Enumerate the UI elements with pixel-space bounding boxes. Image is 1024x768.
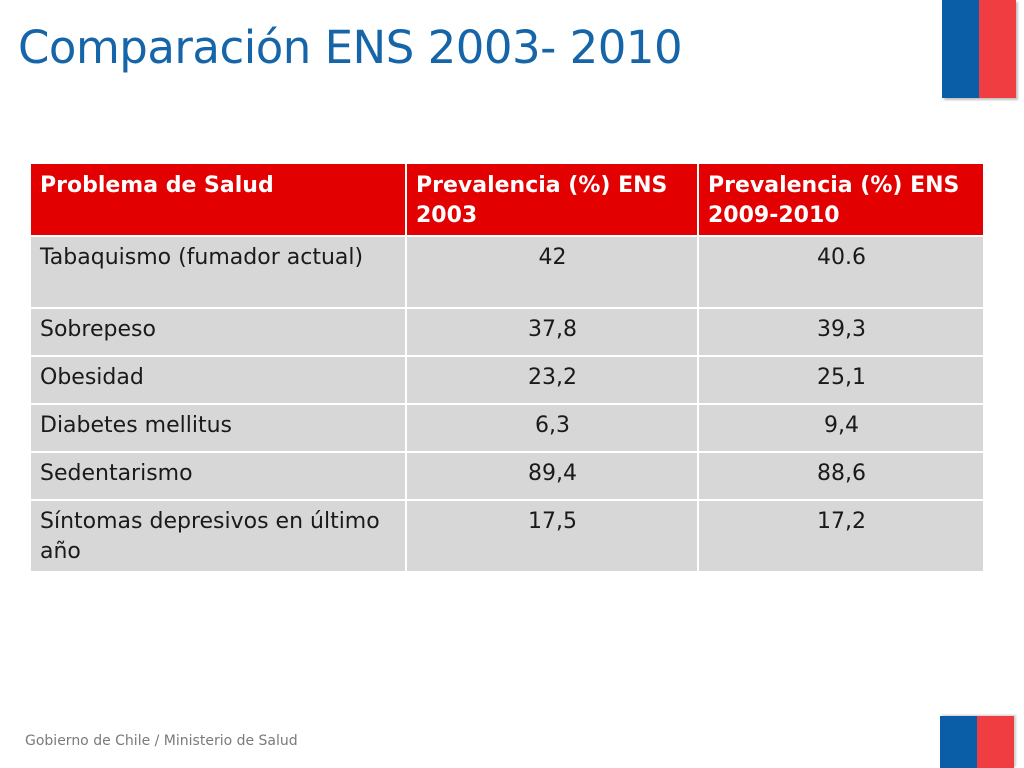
cell-problem: Tabaquismo (fumador actual): [29, 235, 407, 309]
flag-stripe-blue: [942, 0, 979, 98]
slide-footer: Gobierno de Chile / Ministerio de Salud: [25, 733, 298, 749]
cell-ens-2009-2010: 88,6: [697, 451, 985, 501]
flag-stripe-red: [977, 716, 1014, 768]
flag-logo-top: [942, 0, 1016, 98]
table-row: Sedentarismo 89,4 88,6: [29, 451, 985, 501]
slide-title: Comparación ENS 2003- 2010: [18, 21, 683, 74]
cell-ens-2003: 37,8: [405, 307, 699, 357]
cell-problem: Sobrepeso: [29, 307, 407, 357]
table-row: Síntomas depresivos en último año 17,5 1…: [29, 499, 985, 573]
cell-problem: Diabetes mellitus: [29, 403, 407, 453]
cell-ens-2009-2010: 39,3: [697, 307, 985, 357]
cell-ens-2003: 89,4: [405, 451, 699, 501]
cell-ens-2009-2010: 25,1: [697, 355, 985, 405]
cell-problem: Obesidad: [29, 355, 407, 405]
header-ens-2003: Prevalencia (%) ENS 2003: [405, 162, 699, 237]
cell-ens-2003: 17,5: [405, 499, 699, 573]
flag-stripe-blue: [940, 716, 977, 768]
cell-problem: Síntomas depresivos en último año: [29, 499, 407, 573]
cell-ens-2009-2010: 9,4: [697, 403, 985, 453]
cell-ens-2003: 6,3: [405, 403, 699, 453]
table-row: Obesidad 23,2 25,1: [29, 355, 985, 405]
header-problem: Problema de Salud: [29, 162, 407, 237]
cell-ens-2009-2010: 17,2: [697, 499, 985, 573]
flag-stripe-red: [979, 0, 1016, 98]
cell-ens-2003: 23,2: [405, 355, 699, 405]
health-comparison-table: Problema de Salud Prevalencia (%) ENS 20…: [29, 162, 985, 573]
cell-problem: Sedentarismo: [29, 451, 407, 501]
table-row: Sobrepeso 37,8 39,3: [29, 307, 985, 357]
table-row: Diabetes mellitus 6,3 9,4: [29, 403, 985, 453]
cell-ens-2003: 42: [405, 235, 699, 309]
cell-ens-2009-2010: 40.6: [697, 235, 985, 309]
header-ens-2009-2010: Prevalencia (%) ENS 2009-2010: [697, 162, 985, 237]
table-header-row: Problema de Salud Prevalencia (%) ENS 20…: [29, 162, 985, 237]
flag-logo-bottom: [940, 716, 1014, 768]
table-row: Tabaquismo (fumador actual) 42 40.6: [29, 235, 985, 309]
